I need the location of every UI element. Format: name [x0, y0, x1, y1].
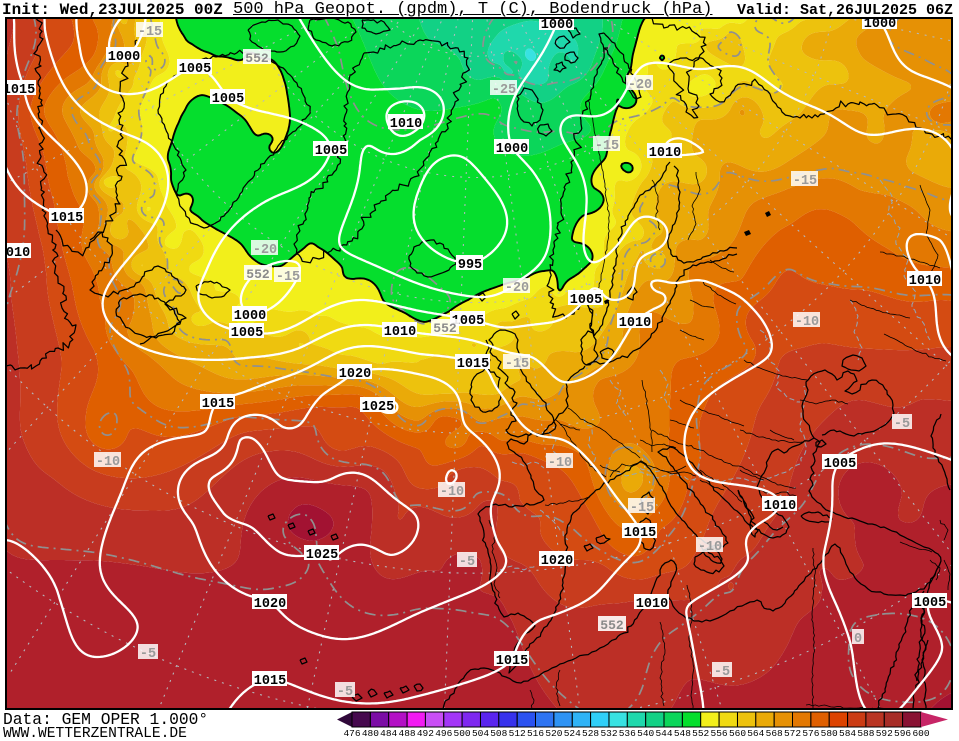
svg-text:1015: 1015	[496, 654, 528, 669]
svg-text:516: 516	[527, 728, 544, 739]
svg-text:1015: 1015	[624, 526, 656, 541]
svg-text:1000: 1000	[108, 50, 140, 65]
svg-text:1020: 1020	[339, 367, 371, 382]
svg-text:1005: 1005	[315, 144, 347, 159]
svg-text:1000: 1000	[496, 142, 528, 157]
svg-text:-15: -15	[630, 501, 654, 516]
svg-text:552: 552	[246, 267, 270, 282]
svg-text:524: 524	[564, 728, 581, 739]
svg-text:-5: -5	[894, 417, 910, 432]
svg-text:-5: -5	[140, 647, 156, 662]
svg-text:-20: -20	[628, 78, 652, 93]
svg-text:1000: 1000	[541, 18, 573, 33]
svg-text:-10: -10	[440, 485, 464, 500]
svg-text:576: 576	[802, 728, 819, 739]
svg-text:-15: -15	[505, 357, 529, 372]
svg-text:552: 552	[692, 728, 709, 739]
svg-text:480: 480	[362, 728, 379, 739]
svg-text:580: 580	[821, 728, 838, 739]
svg-text:-5: -5	[337, 685, 353, 700]
svg-text:1005: 1005	[824, 457, 856, 472]
svg-text:1025: 1025	[306, 548, 338, 563]
svg-text:588: 588	[857, 728, 874, 739]
svg-text:1010: 1010	[384, 325, 416, 340]
svg-text:-5: -5	[714, 665, 730, 680]
svg-text:528: 528	[582, 728, 599, 739]
svg-text:1025: 1025	[362, 400, 394, 415]
svg-text:-15: -15	[793, 174, 817, 189]
svg-text:1000: 1000	[234, 309, 266, 324]
svg-text:-10: -10	[698, 540, 722, 555]
svg-text:520: 520	[545, 728, 562, 739]
svg-text:1005: 1005	[570, 293, 602, 308]
svg-text:1010: 1010	[636, 597, 668, 612]
svg-text:512: 512	[509, 728, 526, 739]
svg-text:596: 596	[894, 728, 911, 739]
svg-text:1005: 1005	[452, 314, 484, 329]
svg-text:488: 488	[399, 728, 416, 739]
svg-text:564: 564	[747, 728, 764, 739]
svg-text:995: 995	[458, 258, 482, 273]
svg-text:-10: -10	[548, 456, 572, 471]
svg-text:1015: 1015	[457, 357, 489, 372]
svg-text:600: 600	[912, 728, 929, 739]
svg-text:496: 496	[435, 728, 452, 739]
svg-text:1005: 1005	[914, 596, 946, 611]
svg-text:584: 584	[839, 728, 856, 739]
svg-text:1010: 1010	[0, 246, 30, 261]
svg-text:1020: 1020	[541, 554, 573, 569]
svg-text:536: 536	[619, 728, 636, 739]
svg-text:1000: 1000	[864, 17, 896, 32]
svg-text:556: 556	[711, 728, 728, 739]
svg-text:552: 552	[245, 51, 269, 66]
svg-text:1015: 1015	[51, 211, 83, 226]
svg-text:504: 504	[472, 728, 489, 739]
svg-text:-10: -10	[795, 315, 819, 330]
svg-text:1020: 1020	[254, 597, 286, 612]
svg-text:1010: 1010	[649, 146, 681, 161]
svg-text:-20: -20	[505, 281, 529, 296]
svg-text:1015: 1015	[3, 83, 35, 98]
svg-text:532: 532	[600, 728, 617, 739]
svg-text:-15: -15	[138, 25, 162, 40]
svg-text:572: 572	[784, 728, 801, 739]
svg-text:1005: 1005	[179, 62, 211, 77]
svg-text:552: 552	[600, 618, 624, 633]
svg-text:-20: -20	[253, 243, 277, 258]
svg-text:500: 500	[454, 728, 471, 739]
svg-text:1005: 1005	[212, 92, 244, 107]
svg-text:568: 568	[766, 728, 783, 739]
svg-text:548: 548	[674, 728, 691, 739]
svg-text:1005: 1005	[231, 326, 263, 341]
svg-text:-15: -15	[595, 139, 619, 154]
svg-text:1010: 1010	[909, 274, 941, 289]
svg-text:492: 492	[417, 728, 434, 739]
svg-text:592: 592	[876, 728, 893, 739]
svg-text:-10: -10	[96, 455, 120, 470]
svg-text:-25: -25	[492, 83, 516, 98]
svg-text:560: 560	[729, 728, 746, 739]
svg-text:1015: 1015	[254, 674, 286, 689]
svg-text:1010: 1010	[390, 117, 422, 132]
svg-text:552: 552	[433, 321, 457, 336]
svg-text:1010: 1010	[764, 499, 796, 514]
svg-text:540: 540	[637, 728, 654, 739]
svg-text:544: 544	[655, 728, 672, 739]
svg-text:-15: -15	[276, 270, 300, 285]
svg-text:1015: 1015	[202, 397, 234, 412]
svg-text:484: 484	[380, 728, 397, 739]
svg-text:476: 476	[343, 728, 360, 739]
svg-text:0: 0	[854, 632, 862, 647]
svg-text:-5: -5	[459, 555, 475, 570]
svg-text:1010: 1010	[619, 316, 651, 331]
svg-text:508: 508	[490, 728, 507, 739]
